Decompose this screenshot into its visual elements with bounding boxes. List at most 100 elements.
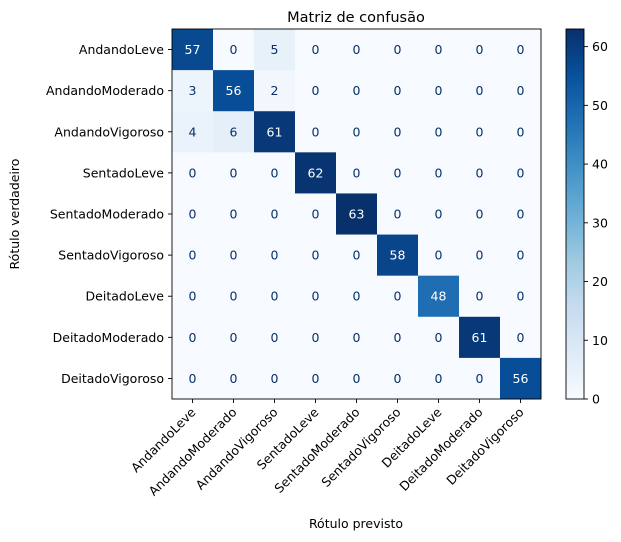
cell-value-label: 0 — [230, 207, 238, 222]
cell-value-label: 4 — [189, 124, 197, 139]
cell-value-label: 0 — [476, 42, 484, 57]
heatmap-cell — [459, 29, 501, 71]
heatmap-cell — [213, 111, 255, 153]
y-tick-label: SentadoVigoroso — [58, 248, 164, 263]
heatmap-cell — [459, 275, 501, 318]
cell-value-label: 2 — [271, 83, 279, 98]
cell-value-label: 0 — [435, 207, 443, 222]
cell-value-label: 0 — [189, 289, 197, 304]
cell-value-label: 0 — [476, 165, 484, 180]
cell-value-label: 0 — [230, 165, 238, 180]
cell-value-label: 0 — [394, 42, 402, 57]
heatmap-cell — [295, 70, 337, 112]
cell-value-label: 0 — [353, 330, 361, 345]
heatmap-cell — [213, 193, 255, 235]
cell-value-label: 3 — [189, 83, 197, 98]
cell-value-label: 0 — [230, 248, 238, 263]
cell-value-label: 0 — [353, 42, 361, 57]
cell-value-label: 0 — [476, 371, 484, 386]
cell-value-label: 0 — [271, 165, 279, 180]
colorbar-tick-label: 40 — [592, 157, 608, 172]
heatmap-cell — [500, 316, 542, 359]
cell-value-label: 61 — [472, 330, 488, 345]
cell-value-label: 0 — [230, 371, 238, 386]
cell-value-label: 0 — [517, 289, 525, 304]
heatmap-cell — [459, 234, 501, 277]
cell-value-label: 0 — [394, 124, 402, 139]
cell-value-label: 0 — [353, 124, 361, 139]
heatmap-cell — [336, 70, 378, 112]
cell-value-label: 0 — [353, 83, 361, 98]
heatmap-cell — [418, 152, 460, 194]
heatmap-cell — [500, 152, 542, 194]
cell-value-label: 0 — [476, 207, 484, 222]
heatmap-cell — [459, 111, 501, 153]
cell-value-label: 0 — [435, 42, 443, 57]
heatmap-cell — [418, 357, 460, 400]
heatmap-cell — [500, 275, 542, 318]
heatmap-cell — [377, 234, 419, 277]
heatmap-cell — [254, 234, 296, 277]
heatmap-cell — [254, 275, 296, 318]
heatmap-cell — [295, 234, 337, 277]
heatmap-cell — [254, 357, 296, 400]
heatmap-cell — [377, 152, 419, 194]
cell-value-label: 0 — [435, 124, 443, 139]
cell-value-label: 0 — [394, 289, 402, 304]
heatmap-cell — [254, 316, 296, 359]
heatmap-cell — [254, 70, 296, 112]
heatmap-cell — [172, 29, 214, 71]
cell-value-label: 0 — [394, 371, 402, 386]
cell-value-label: 48 — [431, 289, 447, 304]
heatmap-cell — [336, 357, 378, 400]
heatmap-cell — [336, 111, 378, 153]
cell-value-label: 0 — [517, 207, 525, 222]
colorbar-tick-label: 30 — [592, 215, 608, 230]
heatmap-cell — [377, 275, 419, 318]
y-tick-label: AndandoVigoroso — [54, 124, 164, 139]
heatmap-cell — [213, 152, 255, 194]
cell-value-label: 0 — [189, 248, 197, 263]
heatmap-cell — [172, 234, 214, 277]
cell-value-label: 0 — [189, 207, 197, 222]
heatmap-cell — [500, 70, 542, 112]
cell-value-label: 0 — [189, 330, 197, 345]
heatmap-cell — [459, 70, 501, 112]
heatmap-cell — [213, 357, 255, 400]
heatmap-cell — [172, 70, 214, 112]
cell-value-label: 0 — [312, 371, 320, 386]
colorbar-tick-label: 0 — [592, 392, 600, 407]
cell-value-label: 0 — [189, 371, 197, 386]
y-axis-label: Rótulo verdadeiro — [7, 159, 22, 270]
cell-value-label: 56 — [226, 83, 242, 98]
y-axis-ticks: AndandoLeve AndandoModerado AndandoVigoros… — [46, 42, 172, 386]
cell-value-label: 0 — [189, 165, 197, 180]
cell-value-label: 0 — [353, 165, 361, 180]
heatmap-cell — [336, 316, 378, 359]
heatmap-cell — [172, 152, 214, 194]
heatmap-cell — [254, 152, 296, 194]
chart-title: Matriz de confusão — [287, 10, 425, 26]
heatmap-cell — [500, 357, 542, 400]
cell-value-label: 0 — [312, 330, 320, 345]
heatmap-cell — [418, 70, 460, 112]
heatmap-cell — [418, 275, 460, 318]
cell-value-label: 0 — [353, 289, 361, 304]
cell-value-label: 0 — [312, 124, 320, 139]
cell-value-label: 0 — [394, 330, 402, 345]
cell-value-label: 0 — [394, 165, 402, 180]
cell-value-label: 62 — [308, 165, 324, 180]
cell-value-label: 0 — [517, 248, 525, 263]
cell-value-label: 0 — [271, 330, 279, 345]
cell-value-label: 0 — [435, 371, 443, 386]
heatmap-cell — [172, 275, 214, 318]
heatmap-cell — [500, 29, 542, 71]
heatmap-cell — [213, 316, 255, 359]
cell-value-label: 0 — [517, 165, 525, 180]
heatmap-cell — [459, 193, 501, 235]
cell-value-label: 0 — [312, 289, 320, 304]
y-tick-label: AndandoLeve — [79, 42, 164, 57]
cell-value-label: 0 — [312, 83, 320, 98]
x-axis-label: Rótulo previsto — [309, 516, 403, 531]
